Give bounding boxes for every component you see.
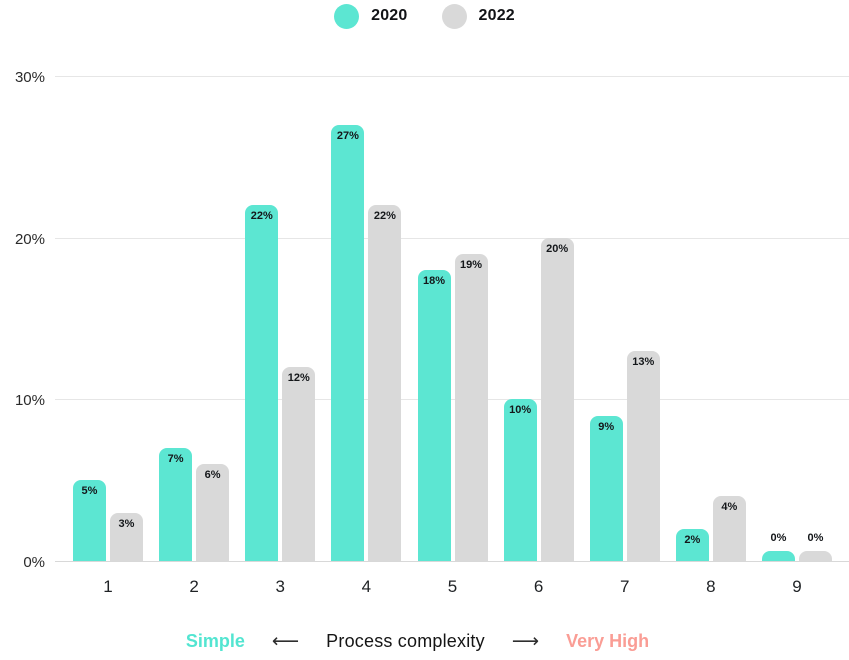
- legend-label-2022: 2022: [478, 7, 515, 24]
- x-axis-category-label: 2: [189, 577, 199, 596]
- bar-value-label: 0%: [807, 532, 824, 544]
- bar-group-5: 18% 19% 5: [417, 253, 488, 596]
- x-axis-annotation: Simple ⟵ Process complexity ⟶ Very High: [0, 631, 835, 652]
- axis-end-label-simple: Simple: [185, 631, 245, 651]
- plot-bars: 5% 3% 1 7% 6% 2 22% 12% 3 27% 22% 4 18% 19% 5 10% 20% 6 9%…: [56, 76, 849, 596]
- bar-2022-cat7: 13%: [626, 350, 660, 561]
- bar-value-label: 9%: [598, 420, 615, 433]
- bar-value-label: 0%: [770, 532, 787, 544]
- bar-value-label: 22%: [373, 210, 396, 223]
- y-axis-tick-label: 0%: [23, 554, 45, 571]
- gridline-20: [55, 237, 849, 239]
- bar-value-label: 19%: [459, 258, 483, 271]
- bar-group-9: 0% 0% 9: [762, 532, 832, 596]
- bar-group-2: 7% 6% 2: [159, 447, 230, 596]
- axis-end-label-very-high: Very High: [566, 631, 650, 651]
- legend-swatch-2020-icon: [334, 3, 360, 29]
- bar-value-label: 18%: [422, 275, 446, 287]
- bar-value-label: 12%: [287, 372, 310, 384]
- bar-group-7: 9% 13% 7: [589, 350, 660, 596]
- bar-2022-cat5: 19%: [454, 253, 488, 561]
- y-axis-tick-label: 10%: [14, 392, 45, 410]
- bar-group-1: 5% 3% 1: [73, 480, 143, 596]
- gridline-10: [55, 399, 849, 401]
- bar-value-label: 6%: [204, 469, 221, 481]
- gridline-0: [55, 561, 849, 562]
- x-axis-category-label: 6: [533, 577, 544, 596]
- bar-value-label: 5%: [81, 485, 98, 498]
- bar-2022-cat9: 0%: [799, 532, 832, 561]
- x-axis-category-label: 8: [706, 577, 716, 596]
- x-axis-category-label: 1: [103, 577, 113, 596]
- left-arrow-icon: ⟵: [271, 630, 300, 652]
- bar-value-label: 22%: [250, 210, 273, 223]
- legend-item-2022: 2022: [441, 3, 515, 29]
- x-axis-category-label: 5: [447, 577, 458, 596]
- bar-group-3: 22% 12% 3: [245, 205, 316, 596]
- bar-2020-cat9: 0%: [762, 532, 795, 561]
- x-axis-category-label: 7: [620, 577, 630, 596]
- legend-item-2020: 2020: [334, 3, 408, 29]
- bar-2022-cat8: 4%: [712, 496, 746, 561]
- right-arrow-icon: ⟶: [511, 630, 540, 652]
- bar-2022-cat2: 6%: [196, 464, 230, 561]
- x-axis-category-label: 9: [792, 577, 802, 596]
- bar-2020-cat2: 7%: [159, 447, 193, 561]
- bar-value-label: 2%: [684, 533, 701, 546]
- bar-2022-cat6: 20%: [540, 237, 574, 561]
- legend-label-2020: 2020: [371, 7, 408, 24]
- bar-2020-cat4: 27%: [331, 124, 365, 561]
- bar-2022-cat4: 22%: [368, 205, 402, 561]
- y-axis-tick-label: 30%: [14, 69, 45, 86]
- bar-group-6: 10% 20% 6: [503, 237, 574, 596]
- bar-value-label: 20%: [546, 242, 569, 255]
- bar-group-8: 2% 4% 8: [675, 496, 746, 596]
- bar-2022-cat3: 12%: [282, 367, 316, 561]
- bar-2020-cat8: 2%: [675, 528, 709, 561]
- bar-2020-cat3: 22%: [245, 205, 279, 561]
- bar-value-label: 10%: [509, 404, 532, 417]
- bar-value-label: 7%: [167, 452, 184, 465]
- bar-group-4: 27% 22% 4: [331, 124, 402, 596]
- bar-value-label: 27%: [336, 129, 359, 142]
- bar-2020-cat7: 9%: [589, 415, 623, 561]
- gridline-30: [55, 76, 849, 77]
- y-axis-tick-label: 20%: [14, 230, 45, 248]
- bar-2022-cat1: 3%: [110, 512, 143, 561]
- legend-swatch-2022-icon: [441, 3, 467, 29]
- x-axis-category-label: 3: [275, 577, 285, 596]
- bar-2020-cat1: 5%: [73, 480, 106, 561]
- bar-2020-cat5: 18%: [417, 270, 451, 561]
- x-axis-title: Process complexity: [326, 631, 485, 651]
- bar-value-label: 4%: [721, 501, 738, 514]
- bar-2020-cat6: 10%: [503, 399, 537, 561]
- x-axis-category-label: 4: [361, 577, 372, 596]
- bar-value-label: 13%: [632, 355, 655, 368]
- chart-legend: 2020 2022: [0, 2, 849, 30]
- bar-value-label: 3%: [118, 517, 135, 530]
